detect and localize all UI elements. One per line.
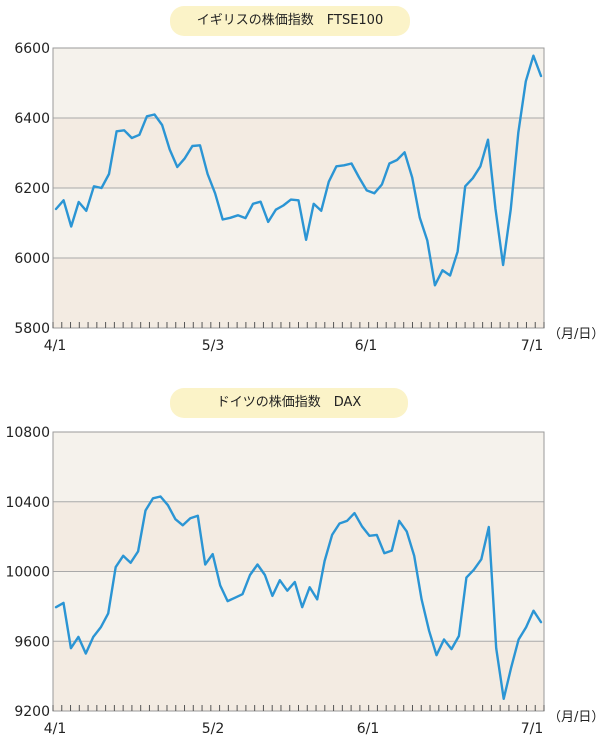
ftse-x-tick-label: 4/1 <box>44 338 67 354</box>
dax-y-tick-label: 10800 <box>5 425 50 441</box>
dax-x-tick-label: 6/1 <box>357 721 380 737</box>
dax-chart: ドイツの株価指数 DAX 9200 9600 10000 10400 10800 4/1 5… <box>0 380 600 750</box>
ftse-x-tick-label: 6/1 <box>355 338 378 354</box>
ftse-y-tick-label: 5800 <box>14 321 50 337</box>
ftse-chart: イギリスの株価指数 FTSE100 5800 6000 6200 6400 6600 4/… <box>0 0 600 370</box>
ftse-y-tick-label: 6400 <box>14 111 50 127</box>
dax-band <box>53 432 544 502</box>
ftse-chart-title: イギリスの株価指数 FTSE100 <box>170 6 410 36</box>
ftse-band <box>53 258 544 328</box>
ftse-y-tick-label: 6200 <box>14 181 50 197</box>
dax-series-line <box>54 495 543 700</box>
ftse-series-line <box>54 54 543 287</box>
dax-band <box>53 501 544 572</box>
ftse-y-tick-label: 6600 <box>14 41 50 57</box>
ftse-band <box>53 188 544 258</box>
dax-chart-title: ドイツの株価指数 DAX <box>170 388 408 418</box>
dax-unit-label: （月/日） <box>548 710 600 725</box>
dax-y-tick-label: 9600 <box>14 634 50 650</box>
ftse-y-tick-label: 6000 <box>14 251 50 267</box>
ftse-plot: 5800 6000 6200 6400 6600 4/1 5/3 6/1 7/1 （月/日） <box>14 41 600 354</box>
dax-y-tick-label: 10400 <box>5 495 50 511</box>
dax-y-tick-label: 9200 <box>14 704 50 720</box>
dax-plot: 9200 9600 10000 10400 10800 4/1 5/2 6/1 7/1 （月/日） <box>5 425 600 737</box>
dax-band <box>53 641 544 711</box>
dax-x-tick-label: 5/2 <box>202 721 225 737</box>
ftse-x-tick-label: 5/3 <box>202 338 225 354</box>
ftse-unit-label: （月/日） <box>548 327 600 342</box>
ftse-x-tick-label: 7/1 <box>521 338 544 354</box>
dax-y-tick-label: 10000 <box>5 565 50 581</box>
ftse-band <box>53 118 544 188</box>
dax-x-tick-label: 7/1 <box>521 721 544 737</box>
ftse-band <box>53 48 544 118</box>
dax-band <box>53 571 544 642</box>
dax-x-tick-label: 4/1 <box>44 721 67 737</box>
